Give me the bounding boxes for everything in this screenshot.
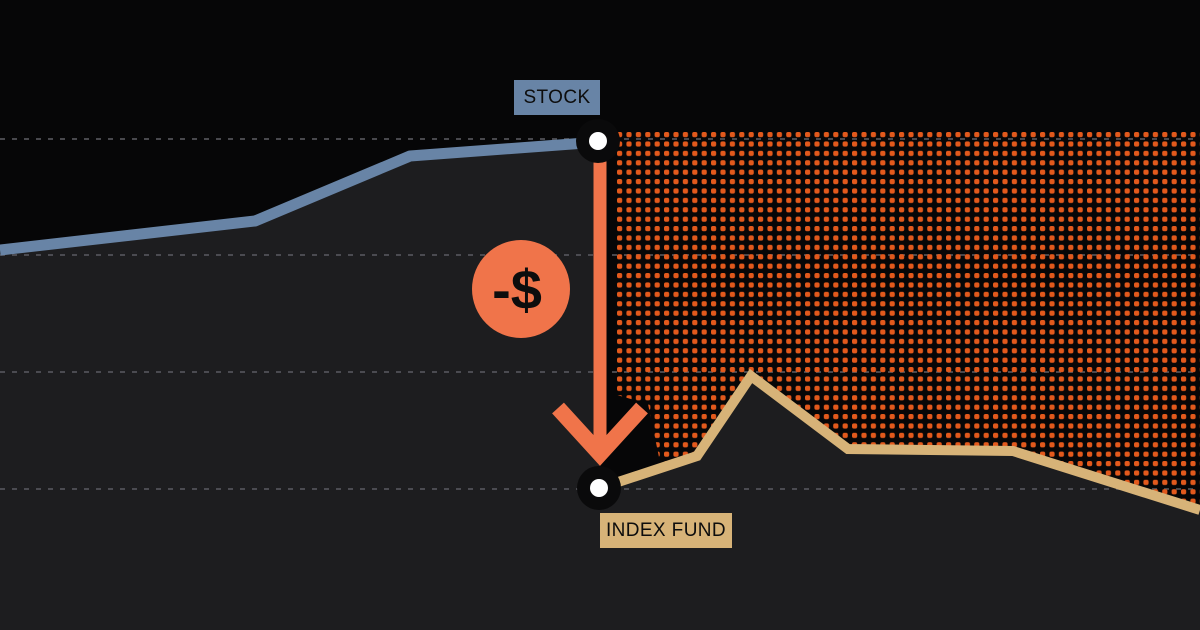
index-fund-label-badge: INDEX FUND — [600, 513, 732, 548]
marker-inner-dot — [589, 132, 607, 150]
loss-dots-region — [617, 130, 1200, 507]
coin-circle — [472, 240, 570, 338]
minus-dollar-coin-icon: -$ — [472, 240, 570, 338]
minus-dollar-text: -$ — [492, 258, 542, 321]
marker-inner-dot — [590, 479, 608, 497]
down-arrow-head-icon — [552, 402, 648, 466]
line-end-marker — [576, 119, 620, 163]
stock-line — [0, 136, 600, 256]
line-end-markers — [576, 119, 621, 510]
stock-label-badge: STOCK — [514, 80, 600, 115]
line-end-marker — [577, 466, 621, 510]
index-fund-line — [598, 368, 1200, 515]
area-fill — [0, 142, 1200, 630]
